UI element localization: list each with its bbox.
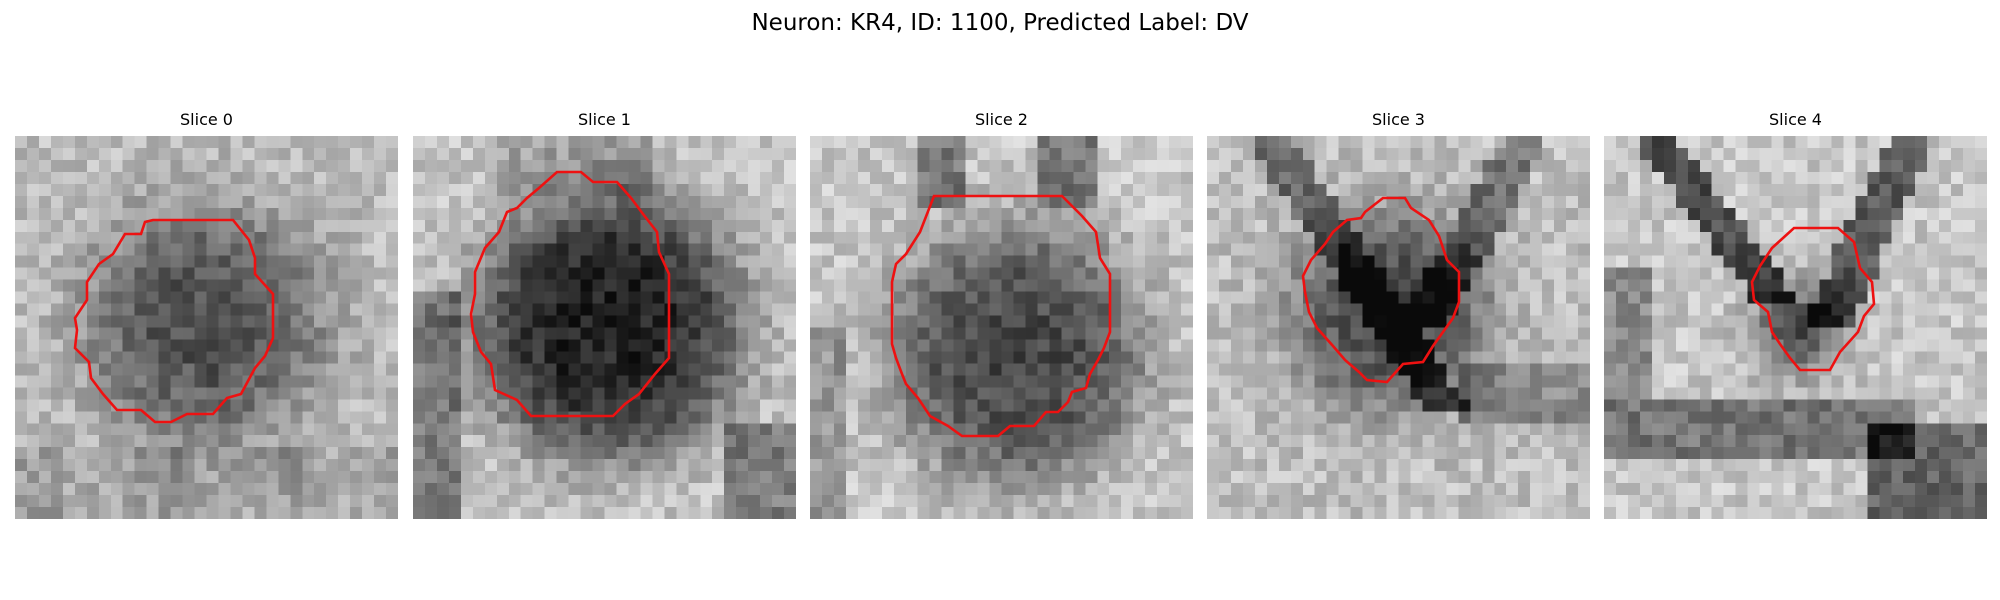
- slice-title-0: Slice 0: [180, 110, 233, 129]
- roi-contour-1: [469, 170, 671, 418]
- slice-panel-3: Slice 3: [1207, 108, 1590, 520]
- roi-contour-svg-1: [469, 170, 671, 418]
- slice-panel-2: Slice 2: [810, 108, 1193, 520]
- roi-contour-4: [1750, 226, 1876, 372]
- grayscale-slice-2: [810, 136, 1193, 519]
- roi-contour-svg-0: [73, 218, 275, 424]
- roi-contour-0: [73, 218, 275, 424]
- roi-contour-svg-2: [890, 194, 1112, 438]
- slice-title-3: Slice 3: [1372, 110, 1425, 129]
- slice-panel-1: Slice 1: [413, 108, 796, 520]
- slice-title-1: Slice 1: [578, 110, 631, 129]
- roi-contour-3: [1301, 196, 1461, 384]
- grayscale-slice-4: [1604, 136, 1987, 519]
- slice-image-2: [810, 136, 1193, 519]
- slice-image-1: [413, 136, 796, 519]
- slice-title-4: Slice 4: [1769, 110, 1822, 129]
- slice-title-2: Slice 2: [975, 110, 1028, 129]
- grayscale-slice-3: [1207, 136, 1590, 519]
- roi-contour-svg-4: [1750, 226, 1876, 372]
- grayscale-slice-0: [15, 136, 398, 519]
- roi-contour-svg-3: [1301, 196, 1461, 384]
- figure-suptitle: Neuron: KR4, ID: 1100, Predicted Label: …: [751, 10, 1249, 36]
- slice-image-3: [1207, 136, 1590, 519]
- slice-panel-0: Slice 0: [15, 108, 398, 520]
- roi-contour-2: [890, 194, 1112, 438]
- grayscale-slice-1: [413, 136, 796, 519]
- slice-image-0: [15, 136, 398, 519]
- slice-image-4: [1604, 136, 1987, 519]
- slice-panel-4: Slice 4: [1604, 108, 1987, 520]
